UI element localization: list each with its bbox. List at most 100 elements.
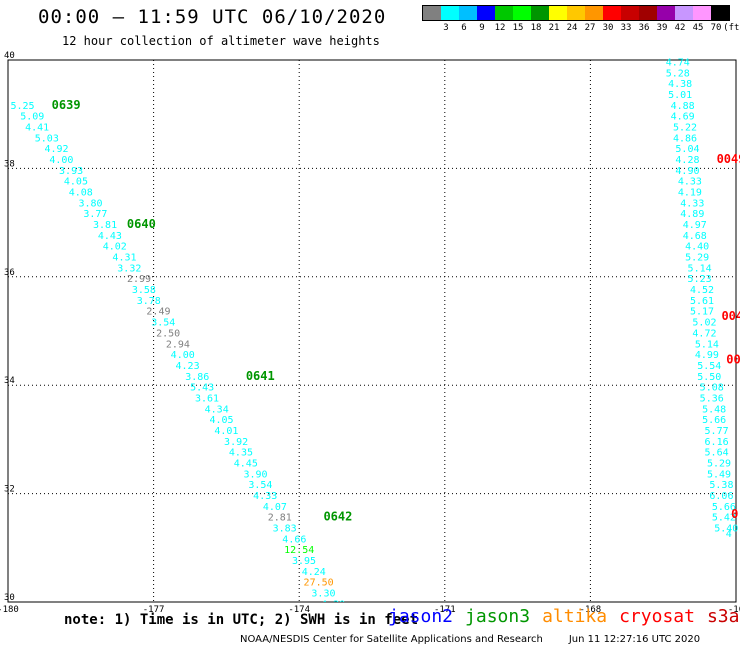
- wave-height-label: 27.50: [304, 578, 334, 589]
- wave-height-label: 4.05: [64, 177, 88, 188]
- x-tick-label: -180: [0, 605, 19, 615]
- wave-height-label: 4.28: [675, 155, 699, 166]
- wave-height-label: 4.38: [668, 79, 692, 90]
- x-tick-label: -168: [580, 605, 602, 615]
- legend-swatch: [603, 6, 621, 20]
- wave-height-label: 3.86: [185, 372, 209, 383]
- footer-credit: NOAA/NESDIS Center for Satellite Applica…: [240, 634, 700, 645]
- wave-height-label: 4.01: [214, 426, 238, 437]
- legend-label: 12: [494, 23, 506, 33]
- wave-height-label: 4.43: [98, 231, 122, 242]
- pass-time-label: 00: [726, 353, 740, 367]
- legend-label: 27: [584, 23, 596, 33]
- satellite-jason2: jason2: [388, 606, 454, 627]
- chart-subtitle: 12 hour collection of altimeter wave hei…: [62, 34, 380, 48]
- legend-label: 18: [530, 23, 542, 33]
- wave-height-label: 3.95: [292, 556, 316, 567]
- wave-height-label: 2.94: [166, 339, 190, 350]
- wave-height-label: 5.23: [688, 274, 712, 285]
- generated-timestamp: Jun 11 12:27:16 UTC 2020: [568, 634, 701, 645]
- legend-label: 70: [710, 23, 722, 33]
- y-tick-label: 30: [4, 593, 15, 603]
- wave-height-label: 5.04: [675, 144, 699, 155]
- legend-swatch: [513, 6, 531, 20]
- legend-label: 39: [656, 23, 668, 33]
- wave-height-label: 3.32: [117, 263, 141, 274]
- wave-height-label: 5.01: [668, 90, 692, 101]
- legend-label: (ft): [723, 23, 740, 33]
- wave-height-label: 5.03: [35, 133, 59, 144]
- wave-height-label: 5.29: [685, 253, 709, 264]
- wave-height-label: 4.19: [678, 188, 702, 199]
- legend-swatch: [567, 6, 585, 20]
- wave-height-label: 2.99: [127, 274, 151, 285]
- wave-height-label: 2.50: [156, 328, 180, 339]
- legend-swatch: [657, 6, 675, 20]
- wave-height-label: 6.06: [709, 491, 733, 502]
- wave-height-label: 3.77: [83, 209, 107, 220]
- wave-height-label: 4.66: [282, 534, 306, 545]
- wave-height-label: 5.17: [690, 307, 714, 318]
- legend-swatch: [549, 6, 567, 20]
- wave-height-label: 5.54: [697, 361, 721, 372]
- wave-height-label: 5.22: [673, 122, 697, 133]
- legend-swatch: [711, 6, 729, 20]
- pass-time-label: 0641: [246, 369, 275, 383]
- wave-height-label: 5.50: [697, 372, 721, 383]
- x-tick-label: -171: [434, 605, 456, 615]
- y-tick-label: 32: [4, 485, 15, 495]
- wave-height-label: 5.42: [712, 513, 736, 524]
- wave-height-label: 4.69: [671, 112, 695, 123]
- x-tick-label: -16: [728, 605, 740, 615]
- wave-height-label: 5.28: [666, 68, 690, 79]
- wave-height-label: 3.81: [93, 220, 117, 231]
- wave-height-label: 4.35: [229, 448, 253, 459]
- wave-height-label: 3.80: [78, 198, 102, 209]
- wave-height-label: 4.52: [690, 285, 714, 296]
- wave-height-label: 3.61: [195, 393, 219, 404]
- pass-time-label: 0642: [323, 510, 352, 524]
- wave-height-label: 2.49: [146, 307, 170, 318]
- wave-height-label: 5.14: [688, 263, 712, 274]
- wave-height-label: 4.05: [209, 415, 233, 426]
- legend-label: 24: [566, 23, 578, 33]
- wave-height-label: 5.02: [692, 318, 716, 329]
- wave-height-label: 3.58: [132, 285, 156, 296]
- wave-height-label: 4.97: [683, 220, 707, 231]
- plot-frame: [7, 59, 737, 603]
- pass-time-label: 0: [731, 507, 738, 521]
- legend-swatch: [693, 6, 711, 20]
- wave-height-label: 4.08: [69, 188, 93, 199]
- y-tick-label: 34: [4, 376, 15, 386]
- wave-height-label: 5.61: [690, 296, 714, 307]
- wave-height-label: 5.43: [190, 383, 214, 394]
- wave-height-label: 12.54: [284, 545, 314, 556]
- pass-time-label: 004: [721, 309, 740, 323]
- wave-height-label: 4.89: [680, 209, 704, 220]
- wave-height-label: 4.07: [263, 502, 287, 513]
- wave-height-label: 4.92: [44, 144, 68, 155]
- wave-height-label: 3.90: [243, 469, 267, 480]
- legend-label: 15: [512, 23, 524, 33]
- wave-height-label: 5.66: [712, 502, 736, 513]
- legend-swatch: [621, 6, 639, 20]
- wave-height-label: 4.41: [25, 122, 49, 133]
- legend-label: 9: [479, 23, 485, 33]
- wave-height-label: 4.99: [695, 350, 719, 361]
- legend-label: 6: [461, 23, 467, 33]
- wave-height-label: 4.72: [692, 328, 716, 339]
- legend-swatch: [585, 6, 603, 20]
- footer-note: note: 1) Time is in UTC; 2) SWH is in fe…: [64, 612, 419, 628]
- legend-swatch: [441, 6, 459, 20]
- legend-swatch: [477, 6, 495, 20]
- wave-height-label: 3.92: [224, 437, 248, 448]
- satellite-altika: altika: [542, 606, 608, 627]
- pass-time-label: 0640: [127, 217, 156, 231]
- legend-swatch: [675, 6, 693, 20]
- legend-label: 30: [602, 23, 614, 33]
- color-scale-bar: [422, 5, 730, 21]
- y-tick-label: 40: [4, 51, 15, 61]
- wave-height-label: 4.00: [49, 155, 73, 166]
- wave-height-label: 3.93: [59, 166, 83, 177]
